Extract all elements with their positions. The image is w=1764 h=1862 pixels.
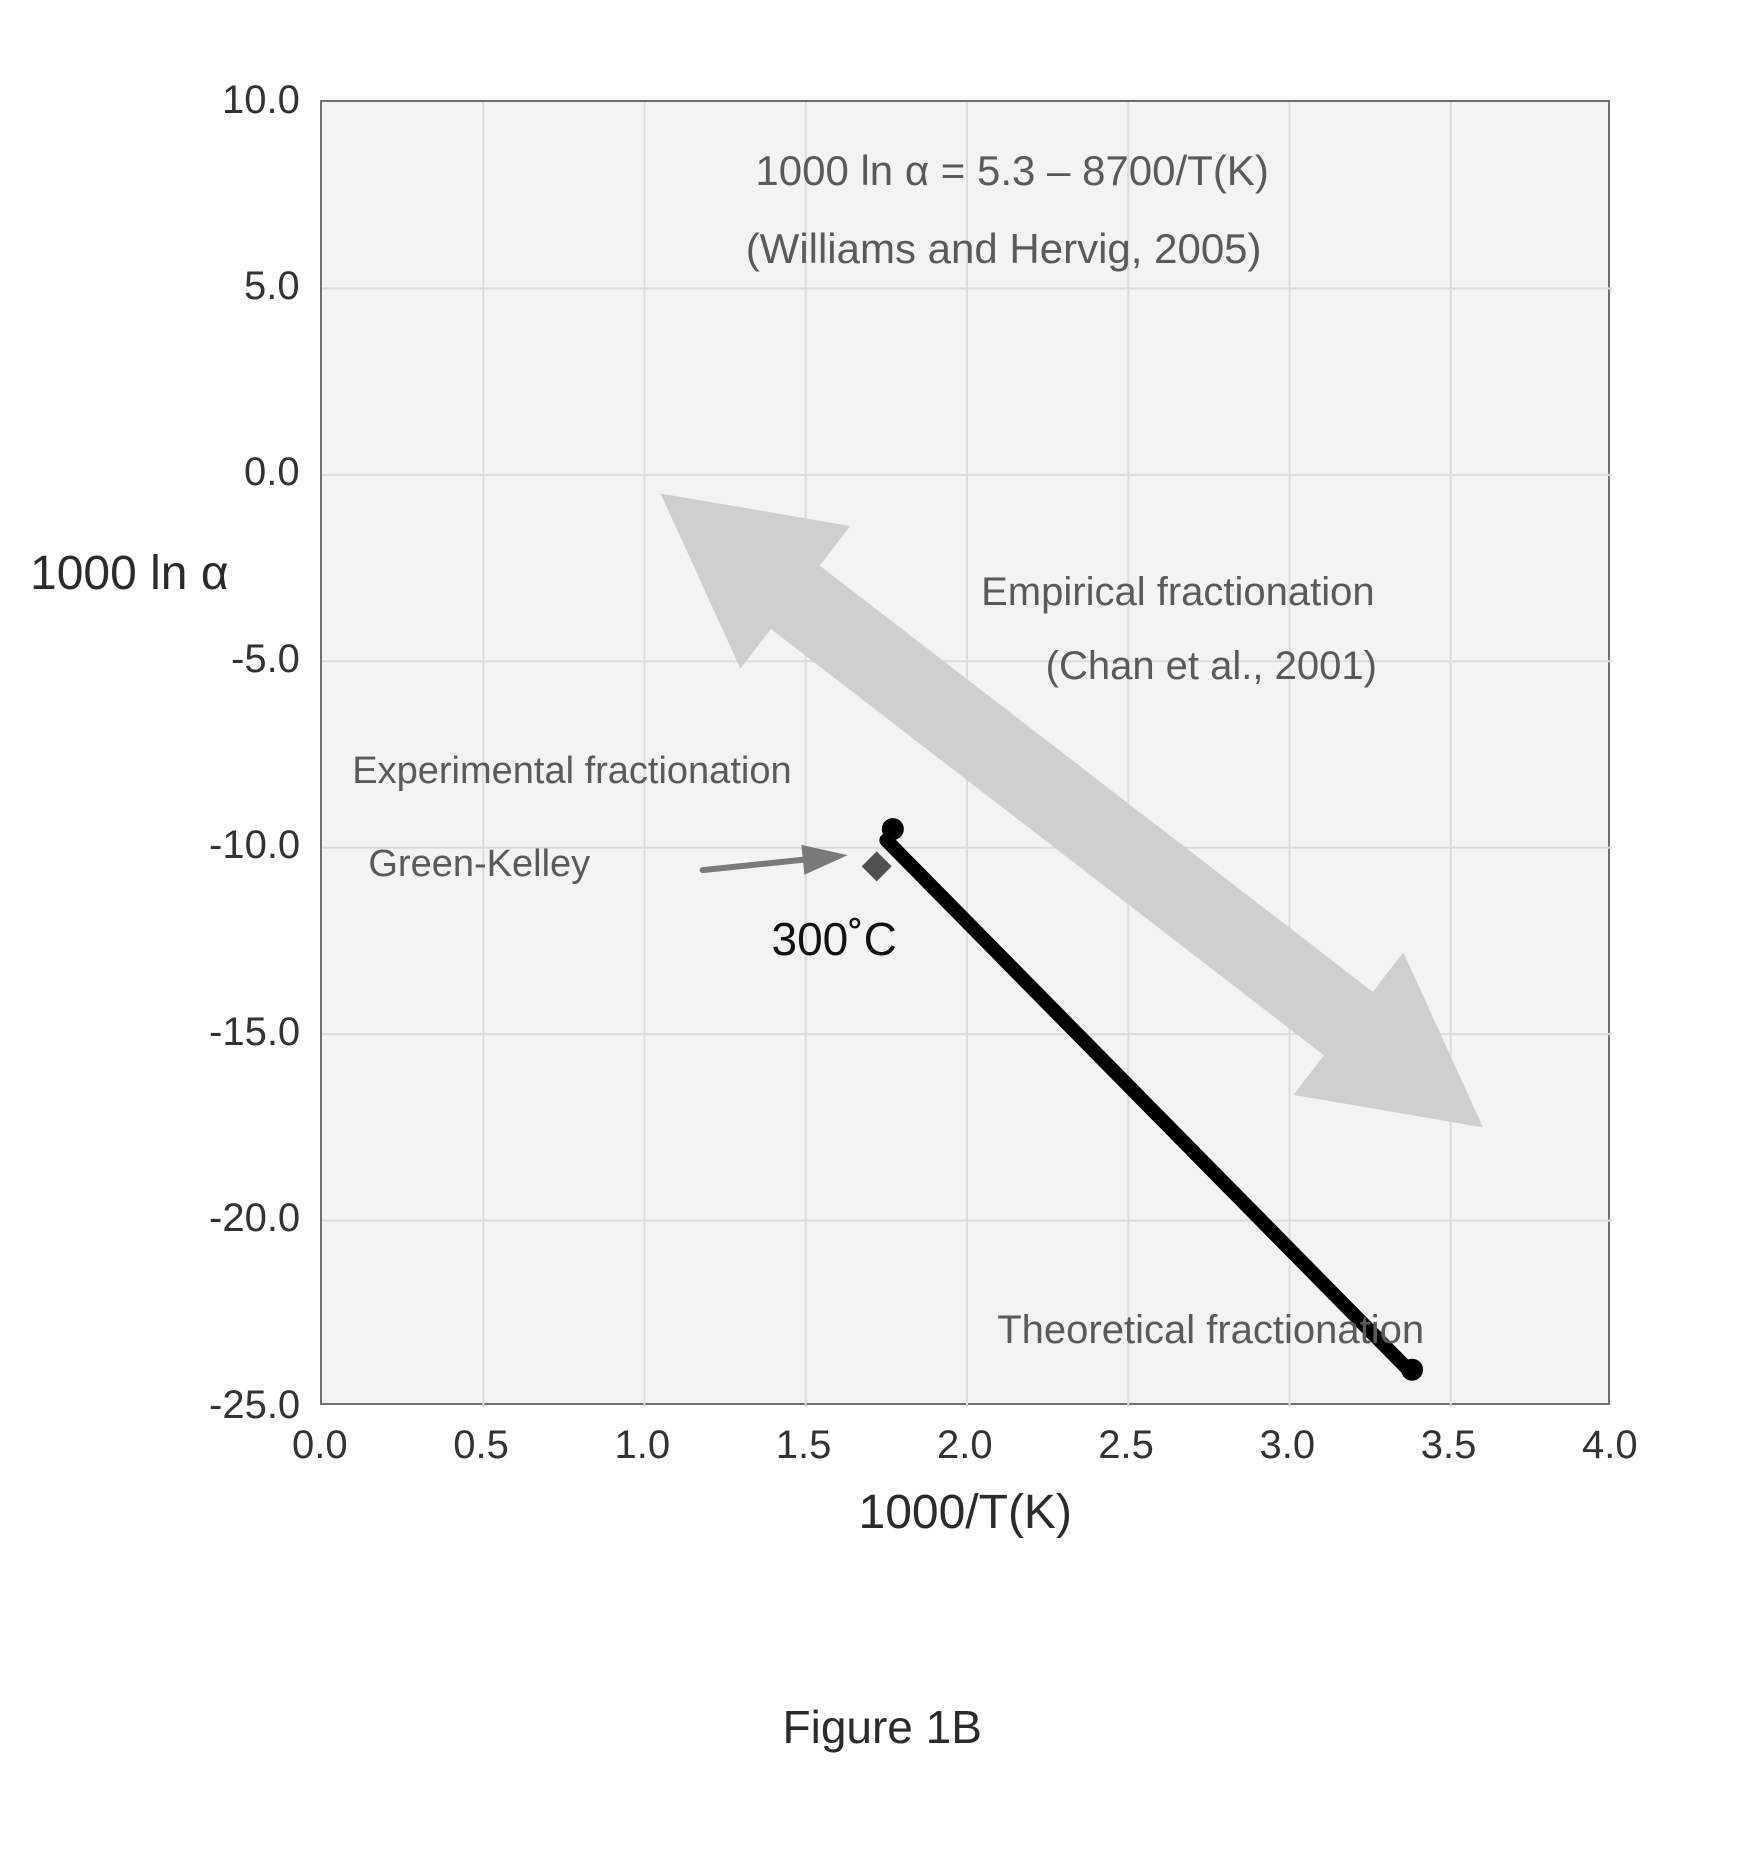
- annotation-theo: Theoretical fractionation: [997, 1308, 1424, 1353]
- y-tick-label: -5.0: [231, 637, 300, 682]
- annotation-emp2: (Chan et al., 2001): [1046, 644, 1377, 689]
- x-tick-label: 4.0: [1582, 1423, 1638, 1468]
- y-tick-label: -25.0: [209, 1383, 300, 1428]
- y-tick-label: 10.0: [222, 78, 300, 123]
- annotation-eq_line2: (Williams and Hervig, 2005): [746, 225, 1262, 273]
- callout-arrow: [801, 845, 847, 875]
- x-tick-label: 0.0: [292, 1423, 348, 1468]
- x-tick-label: 0.5: [453, 1423, 509, 1468]
- annotation-eq_line1: 1000 ln α = 5.3 – 8700/T(K): [755, 147, 1268, 195]
- annotation-t300: 300˚C: [772, 912, 897, 966]
- theoretical-line: [886, 840, 1412, 1373]
- y-tick-label: 5.0: [244, 264, 300, 309]
- annotation-exp_frac: Experimental fractionation: [352, 750, 791, 793]
- data-point: [882, 818, 904, 840]
- y-tick-label: -15.0: [209, 1010, 300, 1055]
- y-axis-title: 1000 ln α: [30, 546, 229, 601]
- x-tick-label: 1.0: [615, 1423, 671, 1468]
- y-tick-label: -10.0: [209, 823, 300, 868]
- x-tick-label: 2.0: [937, 1423, 993, 1468]
- x-tick-label: 1.5: [776, 1423, 832, 1468]
- x-tick-label: 3.0: [1260, 1423, 1316, 1468]
- x-axis-title: 1000/T(K): [859, 1485, 1072, 1540]
- annotation-emp1: Empirical fractionation: [981, 570, 1375, 615]
- x-tick-label: 2.5: [1098, 1423, 1154, 1468]
- y-tick-label: 0.0: [244, 450, 300, 495]
- data-point-diamond: [862, 851, 892, 881]
- y-tick-label: -20.0: [209, 1196, 300, 1241]
- annotation-green_k: Green-Kelley: [368, 843, 590, 886]
- page: 1000 ln α 1000/T(K) Figure 1B 0.0 0.5 1.0 1…: [0, 0, 1764, 1862]
- x-tick-label: 3.5: [1421, 1423, 1477, 1468]
- data-point: [1401, 1359, 1423, 1381]
- figure-caption: Figure 1B: [783, 1700, 982, 1754]
